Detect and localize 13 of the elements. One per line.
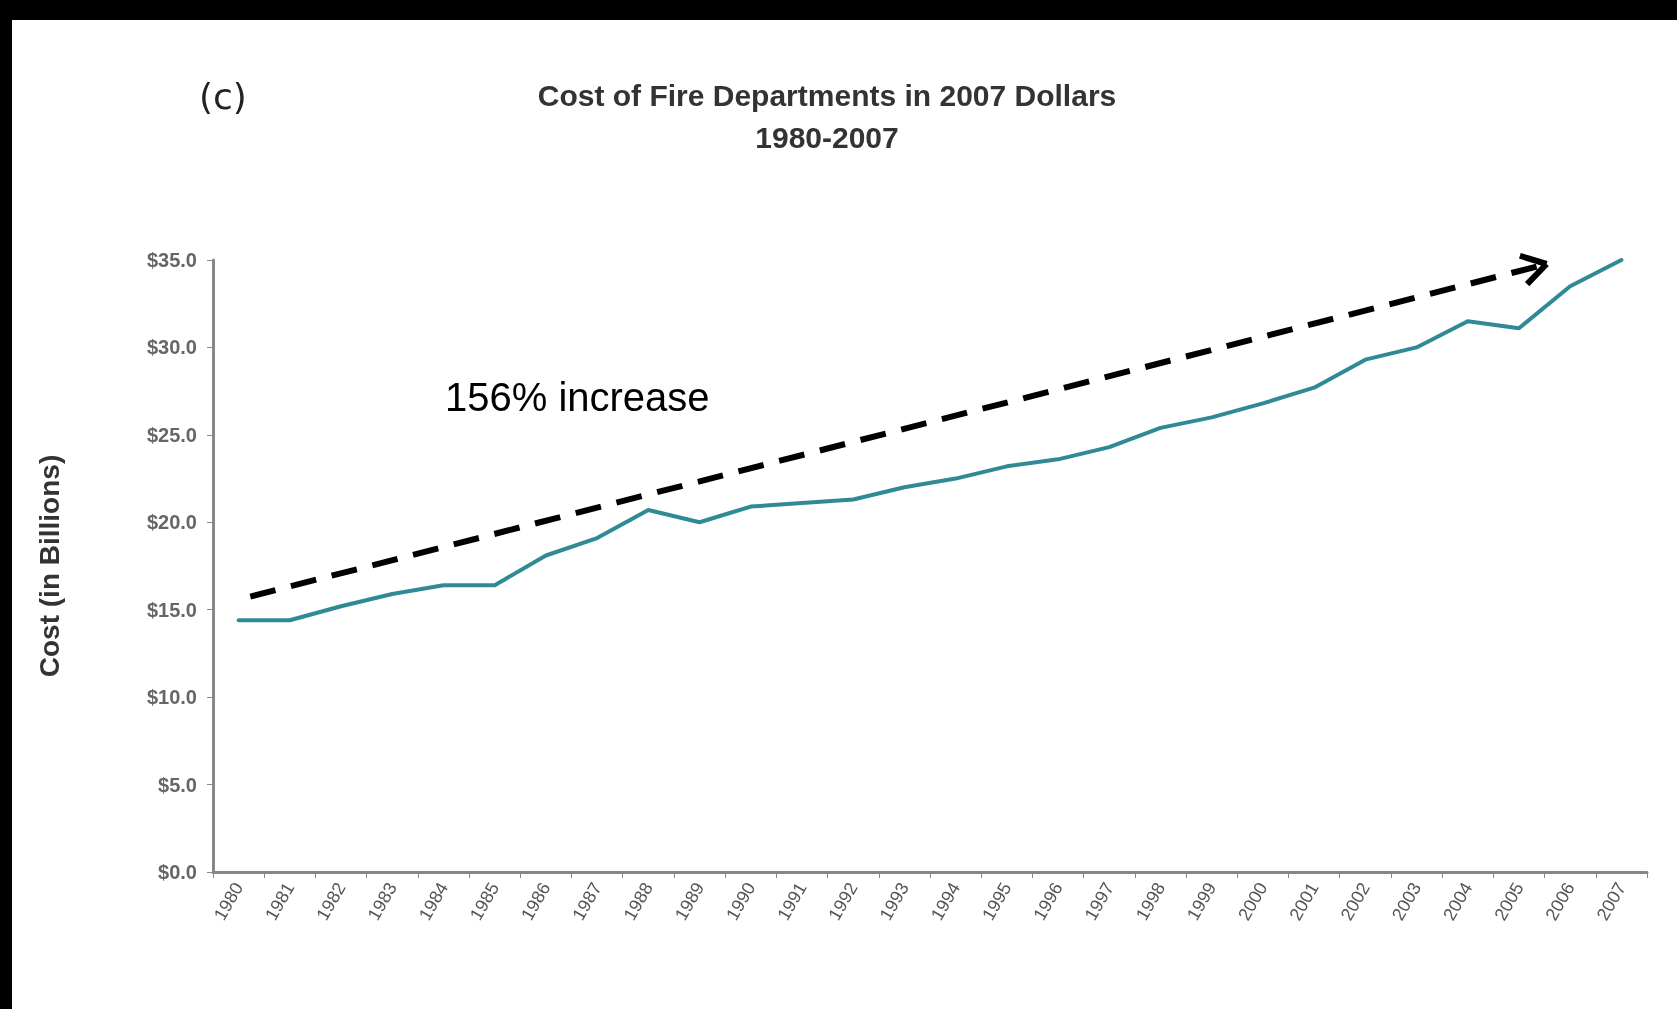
y-tick-label: $10.0: [146, 686, 197, 709]
chart-subtitle: 1980-2007: [755, 120, 899, 154]
annotation: 156% increase: [445, 375, 710, 419]
y-tick-label: $35.0: [146, 249, 197, 271]
chart-title: Cost of Fire Departments in 2007 Dollars: [537, 78, 1117, 112]
y-axis-title: Cost (in Billions): [33, 454, 65, 678]
y-tick-label: $0.0: [158, 861, 197, 883]
y-tick-label: $30.0: [146, 336, 197, 359]
text: (c): [199, 75, 247, 117]
y-tick-label: $5.0: [158, 773, 197, 796]
y-tick-label: $15.0: [146, 598, 197, 621]
y-tick-label: $25.0: [146, 423, 197, 446]
y-tick-label: $20.0: [146, 511, 197, 534]
